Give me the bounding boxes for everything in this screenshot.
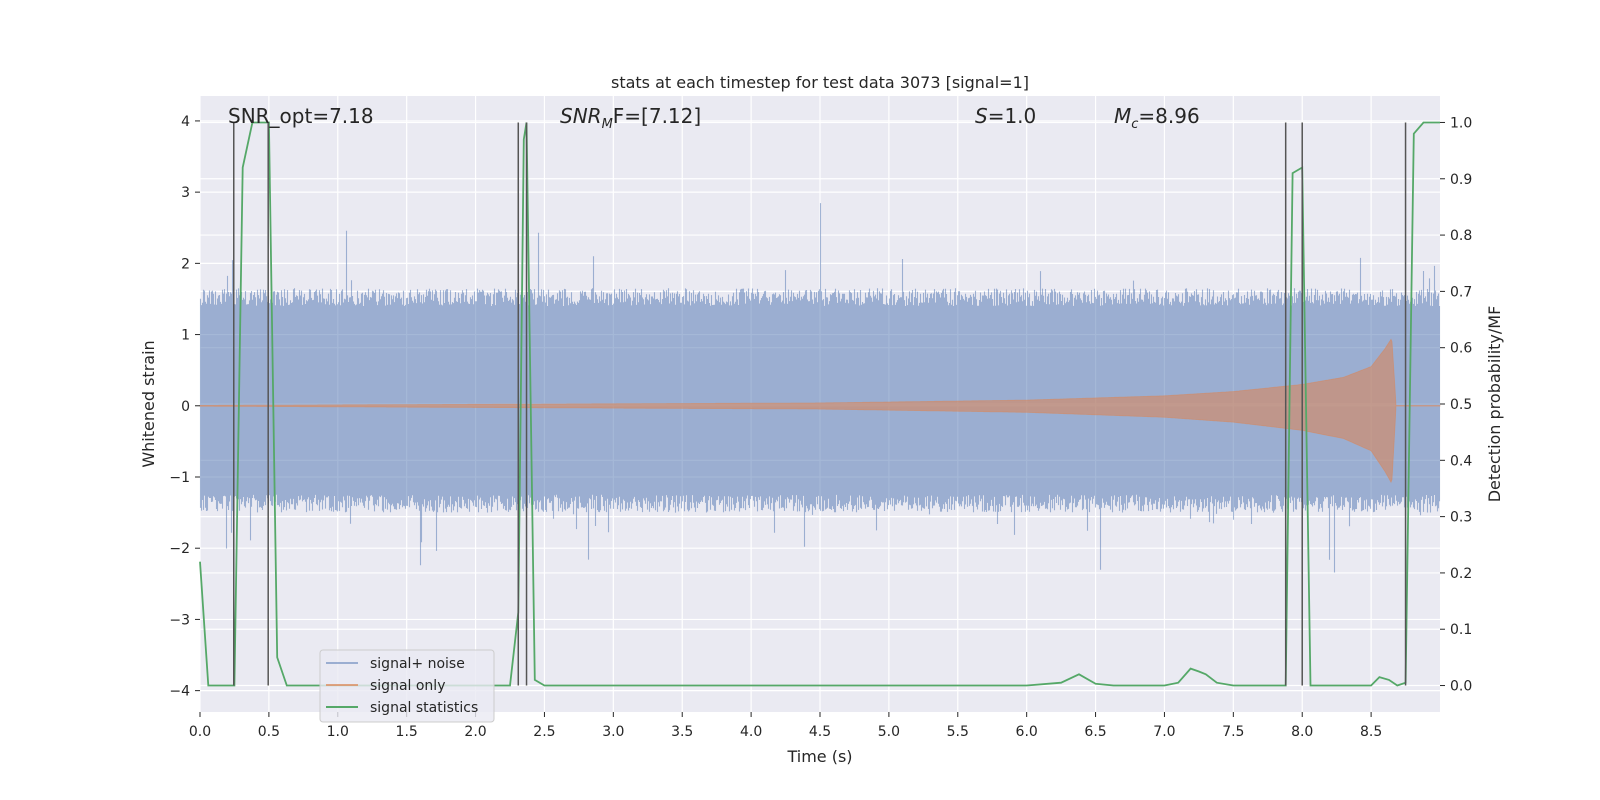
x-tick-label: 0.5 xyxy=(258,724,280,740)
signal-only-series xyxy=(199,338,1441,484)
annotation-s: S=1.0 xyxy=(975,104,1036,128)
y-tick-label: 1 xyxy=(181,328,190,344)
x-tick-label: 3.5 xyxy=(671,724,693,740)
y-tick-label: −2 xyxy=(169,541,190,557)
y2-axis-label: Detection probability/MF xyxy=(1485,306,1504,503)
x-tick-label: 8.0 xyxy=(1291,724,1313,740)
y-tick-label: 3 xyxy=(181,185,190,201)
y-tick-label: −3 xyxy=(169,612,190,628)
x-tick-label: 2.0 xyxy=(464,724,486,740)
x-tick-label: 5.0 xyxy=(878,724,900,740)
y2-tick-label: 0.7 xyxy=(1450,284,1472,300)
y2-tick-label: 0.3 xyxy=(1450,510,1472,526)
y-tick-label: −4 xyxy=(169,684,190,700)
y2-tick-label: 0.9 xyxy=(1450,172,1472,188)
signal-statistics-series xyxy=(199,121,1440,687)
annotation-snr-mf: SNRMF=[7.12] xyxy=(560,104,701,132)
y2-tick-label: 0.2 xyxy=(1450,566,1472,582)
y-tick-label: 2 xyxy=(181,256,190,272)
y-tick-label: 4 xyxy=(181,114,190,130)
x-tick-label: 6.0 xyxy=(1016,724,1038,740)
x-tick-label: 1.0 xyxy=(327,724,349,740)
statistics-line xyxy=(199,121,1440,687)
y2-tick-label: 0.0 xyxy=(1450,679,1472,695)
x-tick-label: 4.0 xyxy=(740,724,762,740)
y-tick-label: 0 xyxy=(181,399,190,415)
y2-tick-label: 1.0 xyxy=(1450,115,1472,131)
legend-label-statistics: signal statistics xyxy=(370,700,478,716)
x-tick-label: 3.0 xyxy=(602,724,624,740)
legend-label-signal: signal only xyxy=(370,678,445,694)
y2-tick-label: 0.4 xyxy=(1450,453,1472,469)
x-tick-label: 0.0 xyxy=(189,724,211,740)
legend-box xyxy=(319,649,495,723)
legend: signal+ noise signal only signal statist… xyxy=(319,649,495,723)
x-tick-label: 2.5 xyxy=(533,724,555,740)
x-axis-ticks: 0.0 0.5 1.0 1.5 2.0 2.5 3.0 3.5 4.0 4.5 5.0 5.5 6.0 6… xyxy=(189,712,1382,740)
x-tick-label: 6.5 xyxy=(1084,724,1106,740)
x-tick-label: 4.5 xyxy=(809,724,831,740)
annotation-snr-opt: SNR_opt=7.18 xyxy=(228,104,374,128)
x-tick-label: 5.5 xyxy=(947,724,969,740)
legend-label-noise: signal+ noise xyxy=(370,656,465,672)
signal-chirp xyxy=(199,338,1441,484)
x-tick-label: 7.5 xyxy=(1222,724,1244,740)
y2-tick-label: 0.8 xyxy=(1450,228,1472,244)
y2-tick-label: 0.6 xyxy=(1450,341,1472,357)
y-tick-label: −1 xyxy=(169,470,190,486)
x-tick-label: 8.5 xyxy=(1360,724,1382,740)
annotation-mc: Mc=8.96 xyxy=(1114,104,1200,132)
detection-vlines xyxy=(233,122,1407,686)
x-tick-label: 1.5 xyxy=(396,724,418,740)
y2-axis-ticks: 1.0 0.9 0.8 0.7 0.6 0.5 0.4 0.3 0.2 0.1 0.0 xyxy=(1440,115,1472,695)
x-tick-label: 7.0 xyxy=(1153,724,1175,740)
y2-tick-label: 0.5 xyxy=(1450,397,1472,413)
y2-tick-label: 0.1 xyxy=(1450,622,1472,638)
y-axis-ticks: 4 3 2 1 0 −1 −2 −3 −4 xyxy=(169,114,200,700)
y-axis-label: Whitened strain xyxy=(139,340,158,467)
chart-title: stats at each timestep for test data 307… xyxy=(611,73,1029,92)
x-axis-label: Time (s) xyxy=(786,747,852,766)
